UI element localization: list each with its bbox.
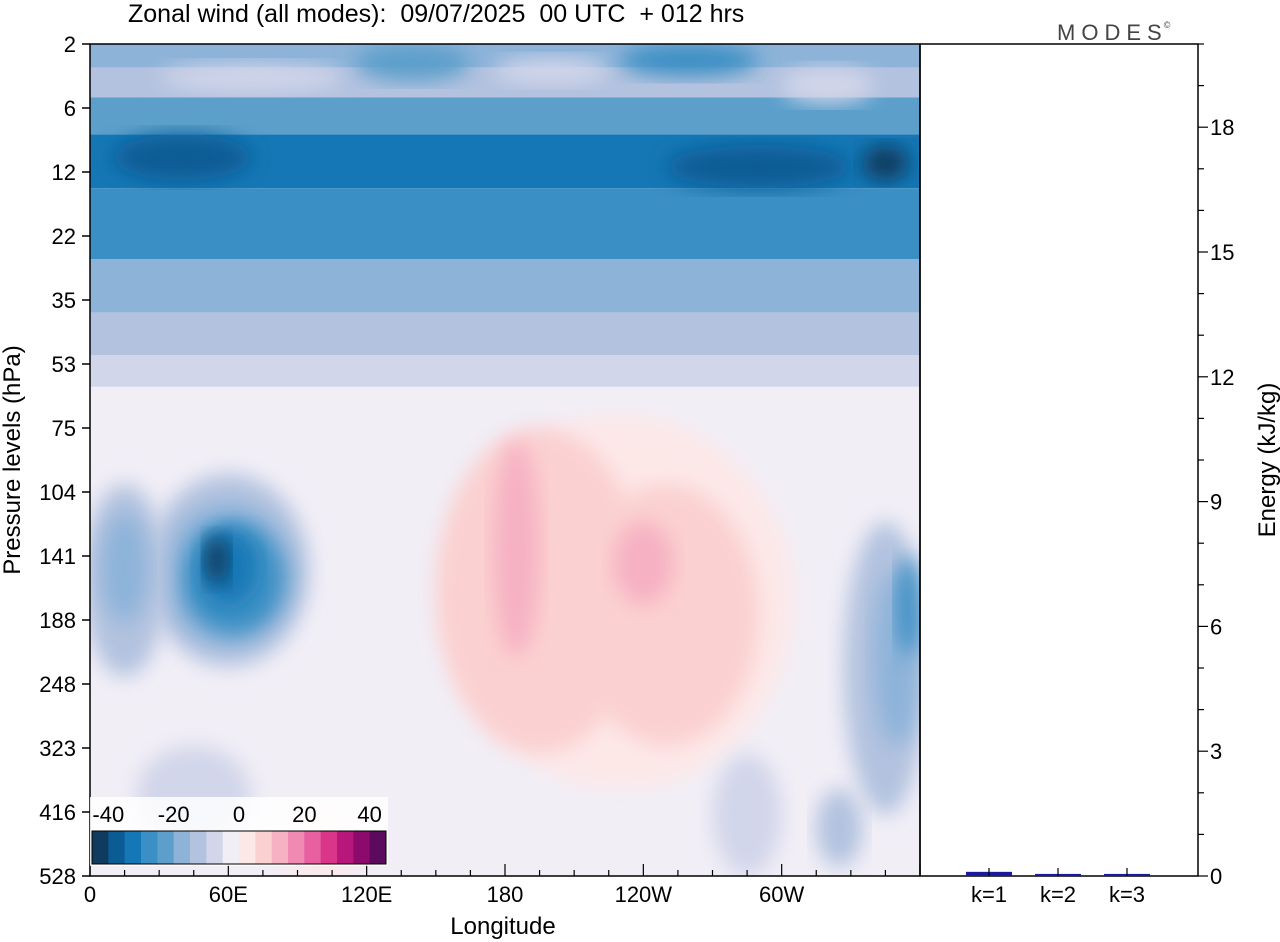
colorbar-swatch: [304, 831, 322, 864]
wind-contour-region: [862, 145, 909, 181]
energy-tick-label: 15: [1210, 240, 1234, 265]
wind-contour-region: [816, 789, 863, 867]
wind-contour-region: [712, 753, 782, 876]
energy-tick-label: 9: [1210, 490, 1222, 515]
wind-contour-region: [574, 484, 759, 746]
y-axis-label: Pressure levels (hPa): [0, 345, 26, 574]
zonal-wind-heatmap: [90, 44, 920, 876]
wind-contour-region: [205, 535, 229, 585]
x-tick-label: 60E: [209, 882, 248, 907]
y-tick-label: 416: [39, 800, 76, 825]
wind-contour-region: [781, 67, 874, 103]
colorbar-swatch: [92, 831, 109, 864]
energy-tick-label: 3: [1210, 739, 1222, 764]
colorbar-swatch: [369, 831, 387, 864]
colorbar-swatch: [141, 831, 158, 864]
colorbar-label: -40: [92, 802, 124, 827]
pressure-axis: 2 6 12 22 35 53 75 104 141 188 248 323 416 528: [39, 32, 90, 889]
wind-contour-region: [493, 440, 540, 657]
wind-contour-region: [159, 63, 344, 92]
x-tick-label: 120E: [341, 882, 392, 907]
energy-axis-label: Energy (kJ/kg): [1254, 383, 1280, 538]
colorbar-swatch: [124, 831, 142, 864]
colorbar-border: [91, 830, 387, 865]
y-tick-label: 528: [39, 864, 76, 889]
x-axis-label: Longitude: [450, 913, 555, 940]
energy-tick-label: 0: [1210, 864, 1222, 889]
x-tick-label: 0: [84, 882, 96, 907]
energy-tick-label: 18: [1210, 115, 1234, 140]
colorbar-swatch: [108, 831, 126, 864]
y-tick-label: 2: [64, 32, 76, 57]
wind-contour-region: [101, 513, 148, 623]
y-tick-label: 104: [39, 480, 76, 505]
y-tick-label: 22: [52, 224, 76, 249]
wind-contour-region: [620, 44, 759, 77]
colorbar-swatch: [239, 831, 256, 864]
colorbar-swatch: [173, 831, 191, 864]
y-tick-label: 35: [52, 288, 76, 313]
y-tick-label: 188: [39, 608, 76, 633]
y-tick-label: 141: [39, 544, 76, 569]
x-tick-label: 180: [487, 882, 524, 907]
pressure-band: [90, 259, 920, 313]
wind-contour-region: [896, 554, 920, 657]
colorbar-swatch: [157, 831, 175, 864]
x-tick-label: 60W: [759, 882, 804, 907]
colorbar-label: -20: [158, 802, 190, 827]
y-tick-label: 75: [52, 416, 76, 441]
pressure-band: [90, 97, 920, 135]
energy-bars: k=1 k=2 k=3: [966, 868, 1150, 907]
energy-axis: 0 3 6 9 12 15 18: [1198, 43, 1234, 889]
y-tick-label: 53: [52, 352, 76, 377]
y-tick-label: 12: [52, 160, 76, 185]
y-tick-label: 248: [39, 672, 76, 697]
colorbar-swatch: [271, 831, 289, 864]
colorbar-swatch: [255, 831, 273, 864]
colorbar-swatch: [190, 831, 207, 864]
brand-text: MODES: [1057, 20, 1168, 45]
colorbar-label: 40: [357, 802, 381, 827]
colorbar-label: 0: [233, 802, 245, 827]
colorbar-swatch: [337, 831, 354, 864]
chart-title: Zonal wind (all modes): 09/07/2025 00 UT…: [128, 0, 745, 28]
wind-contour-region: [613, 522, 674, 605]
energy-panel-frame: [919, 43, 1199, 877]
y-tick-label: 323: [39, 736, 76, 761]
y-tick-label: 6: [64, 96, 76, 121]
wind-contour-region: [113, 134, 252, 181]
energy-category-label: k=2: [1040, 882, 1076, 907]
wind-contour-region: [666, 145, 851, 189]
pressure-band: [90, 188, 920, 260]
longitude-axis: 0 60E 120E 180 120W 60W: [84, 864, 921, 907]
colorbar-swatch: [206, 831, 224, 864]
colorbar: -40 -20 0 20 40: [90, 797, 388, 866]
pressure-band: [90, 355, 920, 387]
wind-contour-region: [493, 56, 609, 85]
colorbar-swatch: [222, 831, 240, 864]
pressure-band: [90, 312, 920, 356]
x-tick-label: 120W: [615, 882, 673, 907]
energy-category-label: k=3: [1109, 882, 1145, 907]
colorbar-label: 20: [292, 802, 316, 827]
copyright-mark: ©: [1163, 20, 1171, 30]
colorbar-swatch: [288, 831, 305, 864]
energy-category-label: k=1: [971, 882, 1007, 907]
energy-tick-label: 6: [1210, 614, 1222, 639]
colorbar-swatch: [320, 831, 338, 864]
modes-logo: MODES©: [1057, 20, 1170, 46]
energy-tick-label: 12: [1210, 365, 1234, 390]
colorbar-swatch: [353, 831, 371, 864]
wind-contour-region: [355, 44, 471, 82]
